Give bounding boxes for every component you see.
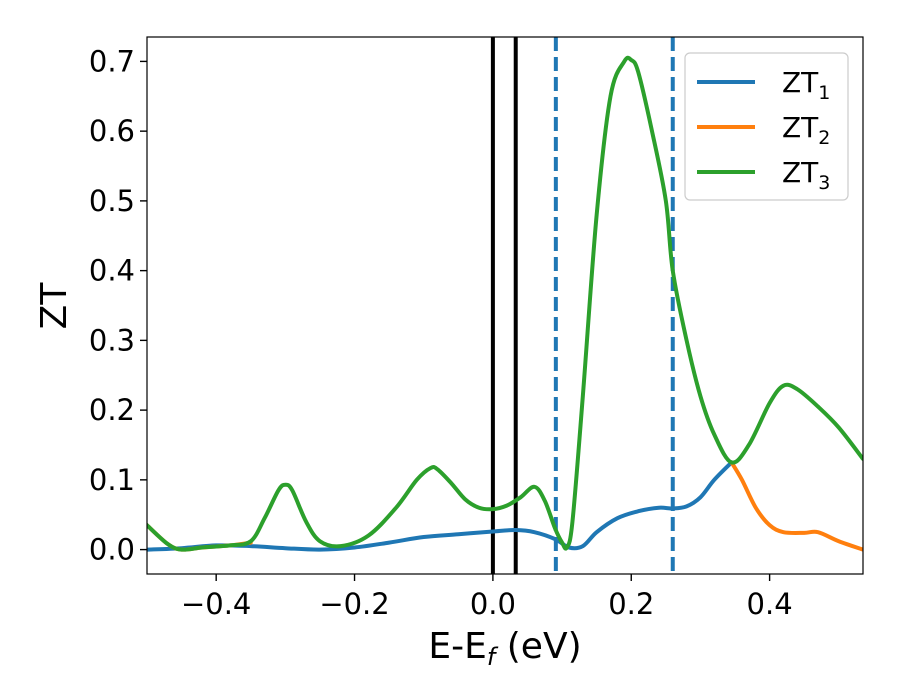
y-axis: 0.0 0.1 0.2 0.3 0.4 0.5 0.6 0.7	[89, 44, 147, 567]
x-tick-label: 0.2	[608, 587, 654, 621]
x-axis-label-unit: (eV)	[495, 626, 581, 667]
x-tick-label: 0.4	[747, 587, 793, 621]
y-tick-label: 0.0	[89, 533, 135, 567]
y-tick-label: 0.2	[89, 393, 135, 427]
legend-label-zt1: ZT1	[782, 66, 830, 104]
legend-label-zt2: ZT2	[782, 111, 830, 149]
reference-lines	[490, 37, 675, 574]
y-tick-label: 0.7	[89, 44, 135, 78]
x-tick-label: −0.4	[181, 587, 251, 621]
y-tick-label: 0.5	[89, 184, 135, 218]
series-layer	[147, 55, 863, 552]
legend-label-zt3: ZT3	[782, 156, 830, 194]
series-line-zt1	[147, 460, 734, 552]
y-tick-label: 0.1	[89, 463, 135, 497]
y-tick-label: 0.4	[89, 254, 135, 288]
series-line-zt3	[147, 55, 863, 552]
x-tick-label: 0.0	[470, 587, 516, 621]
x-tick-label: −0.2	[319, 587, 389, 621]
y-tick-label: 0.3	[89, 323, 135, 357]
x-axis: −0.4 −0.2 0.0 0.2 0.4	[181, 574, 793, 621]
x-axis-label: E-Ef (eV)	[428, 626, 581, 671]
x-axis-label-base: E-E	[428, 626, 486, 667]
plot-frame	[146, 36, 864, 575]
legend-box	[684, 52, 849, 201]
legend: ZT1 ZT2 ZT3	[684, 52, 849, 201]
y-tick-label: 0.6	[89, 114, 135, 148]
y-axis-label: ZT	[34, 282, 75, 330]
